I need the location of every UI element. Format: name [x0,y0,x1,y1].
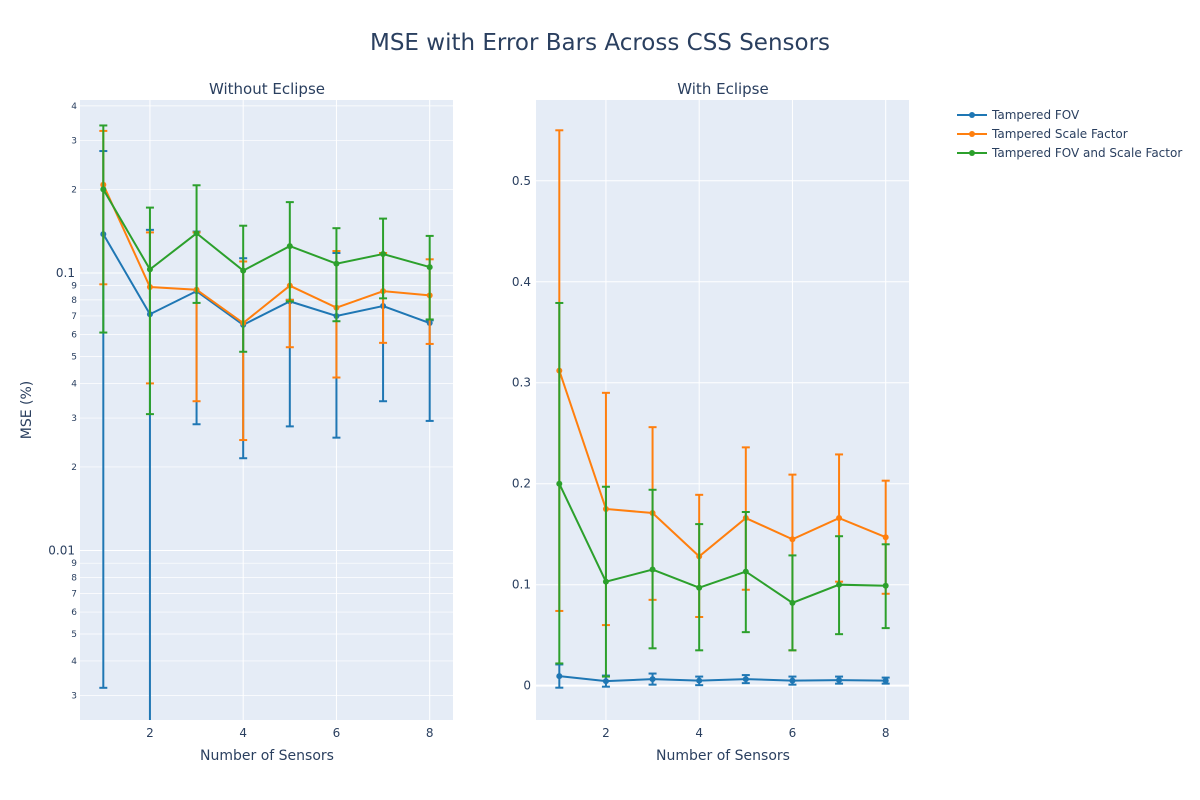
y-tick-label: 0 [523,679,531,693]
data-point [602,578,609,585]
panel-title-with-eclipse: With Eclipse [677,80,768,98]
y-minor-tick-label: 6 [71,331,77,341]
x-tick-label: 4 [239,726,247,740]
legend-item-tampered-scale-factor[interactable]: Tampered Scale Factor [957,127,1128,141]
y-minor-tick-label: 4 [71,102,77,112]
x-tick-label: 6 [333,726,341,740]
data-point [146,266,153,273]
data-point [333,260,340,267]
data-point [649,566,656,573]
y-axis-title: MSE (%) [19,381,35,440]
chart-title: MSE with Error Bars Across CSS Sensors [370,30,830,56]
data-point [286,243,293,250]
y-minor-tick-label: 9 [71,282,77,292]
panel-with-eclipse: With Eclipse 0 0.1 0.2 0.3 0.4 0.5 2 4 6 8 Numbe… [512,80,909,764]
y-minor-tick-label: 4 [71,379,77,389]
y-minor-tick-label: 7 [71,589,77,599]
x-tick-label: 8 [882,726,890,740]
y-minor-tick-label: 3 [71,137,77,147]
data-point [789,677,796,684]
y-minor-tick-label: 6 [71,608,77,618]
y-ticks-with-eclipse: 0 0.1 0.2 0.3 0.4 0.5 [512,174,531,693]
y-minor-tick-label: 8 [71,573,77,583]
data-point [240,267,247,274]
y-minor-tick-label: 2 [71,185,77,195]
legend-swatch-marker [969,112,975,118]
data-point [789,536,796,543]
y-tick-label: 0.5 [512,174,531,188]
series-line [102,188,430,272]
y-minor-tick-label: 2 [71,463,77,473]
series-line [558,370,887,558]
panel-title-without-eclipse: Without Eclipse [209,80,325,98]
y-minor-tick-label: 8 [71,296,77,306]
series-line [558,483,886,604]
data-point [836,515,843,522]
series-tampered-fov-and-scale-factor [555,301,890,678]
y-tick-label: 0.1 [512,578,531,592]
plot-area-with-eclipse [536,100,909,720]
data-point [742,568,749,575]
data-point [742,676,749,683]
legend-label: Tampered FOV [991,108,1080,122]
legend-label: Tampered FOV and Scale Factor [991,146,1182,160]
legend-label: Tampered Scale Factor [991,127,1128,141]
y-minor-tick-label: 7 [71,312,77,322]
y-ticks-without-eclipse: 3 4 5 6 7 8 9 2 3 4 5 6 7 8 9 2 3 4 0.01 0.1 [48,102,77,702]
data-point [100,186,107,193]
data-point [380,251,387,258]
data-point [193,230,200,237]
y-minor-tick-label: 5 [71,630,77,640]
data-point [426,264,433,271]
x-axis-title-without-eclipse: Number of Sensors [200,748,334,764]
x-tick-label: 4 [695,726,703,740]
data-point [882,534,889,541]
series-line [102,233,431,327]
legend-item-tampered-fov[interactable]: Tampered FOV [957,108,1080,122]
y-tick-label: 0.01 [48,543,75,557]
x-tick-label: 8 [426,726,434,740]
series-tampered-fov-and-scale-factor [99,124,434,416]
series-line [559,675,886,683]
data-point [556,673,563,680]
series-with-eclipse [555,129,890,689]
data-point [882,677,889,684]
gridlines-without-eclipse [80,100,453,720]
y-minor-tick-label: 9 [71,559,77,569]
y-tick-label: 0.4 [512,275,531,289]
legend: Tampered FOV Tampered Scale Factor Tampe… [957,108,1182,160]
y-minor-tick-label: 5 [71,353,77,363]
x-tick-label: 2 [602,726,610,740]
series-line [102,184,430,325]
series-without-eclipse [99,124,434,720]
legend-swatch-marker [969,131,975,137]
data-point [789,599,796,606]
x-axis-title-with-eclipse: Number of Sensors [656,748,790,764]
data-point [882,582,889,589]
panel-without-eclipse: Without Eclipse 3 4 5 6 7 8 9 2 3 4 5 6 7 8 9 2 3 4 0.01 0.… [48,80,453,764]
data-point [836,677,843,684]
x-ticks-without-eclipse: 2 4 6 8 [146,726,433,740]
y-tick-label: 0.3 [512,376,531,390]
legend-item-tampered-fov-and-scale-factor[interactable]: Tampered FOV and Scale Factor [957,146,1182,160]
x-tick-label: 6 [789,726,797,740]
x-ticks-with-eclipse: 2 4 6 8 [602,726,889,740]
data-point [556,480,563,487]
data-point [649,676,656,683]
legend-swatch-marker [969,150,975,156]
series-tampered-fov [555,663,890,689]
data-point [602,678,609,685]
y-tick-label: 0.2 [512,477,531,491]
x-tick-label: 2 [146,726,154,740]
y-minor-tick-label: 3 [71,414,77,424]
y-minor-tick-label: 4 [71,657,77,667]
y-tick-label: 0.1 [56,266,75,280]
data-point [696,677,703,684]
data-point [696,584,703,591]
plot-area-without-eclipse [80,100,453,720]
data-point [836,581,843,588]
y-minor-tick-label: 3 [71,692,77,702]
